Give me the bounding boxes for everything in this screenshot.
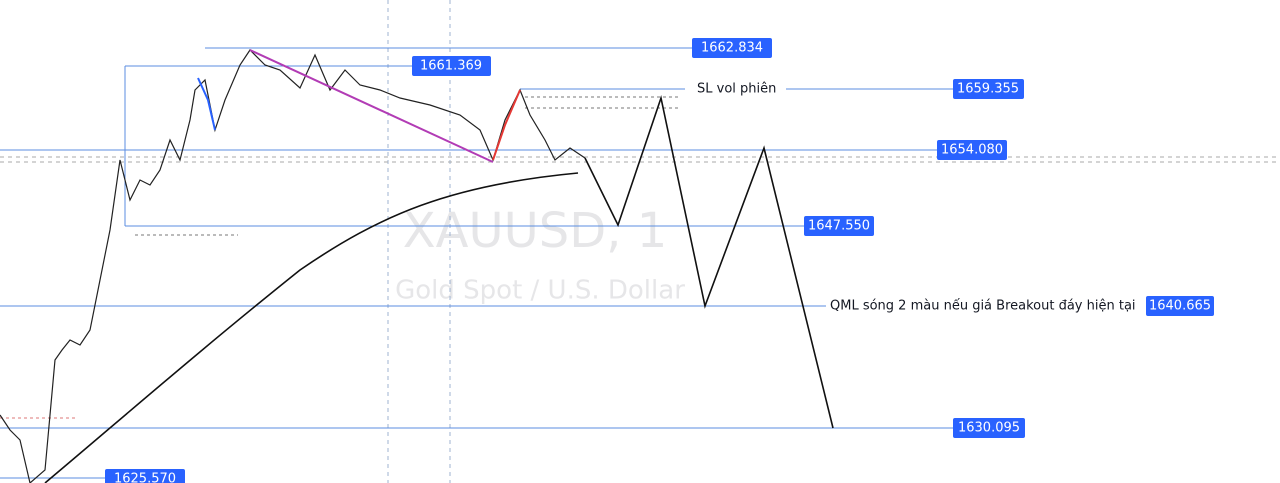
price-label-box xyxy=(1146,296,1214,316)
price-label: 1661.369 xyxy=(420,59,482,74)
price-label-box xyxy=(105,469,185,483)
trend-line xyxy=(249,49,494,163)
price-label-box xyxy=(953,418,1025,438)
watermark-symbol: XAUUSD, 1 xyxy=(403,203,667,259)
stop-loss-note: SL vol phiên xyxy=(697,82,776,97)
projection-path xyxy=(584,94,834,429)
price-label-box xyxy=(953,79,1024,99)
price-label: 1654.080 xyxy=(941,143,1003,158)
wave-line xyxy=(492,89,521,161)
price-label: 1662.834 xyxy=(701,41,763,56)
moving-average xyxy=(44,172,579,483)
horizontal-lines xyxy=(0,47,953,479)
price-labels: 1662.834 1661.369 1659.355 1654.080 1647… xyxy=(105,38,1214,483)
price-line xyxy=(0,49,586,483)
price-label-box xyxy=(692,38,772,58)
wave-line xyxy=(197,77,216,131)
price-label: 1625.570 xyxy=(114,472,176,483)
price-label: 1630.095 xyxy=(958,421,1020,436)
price-label: 1647.550 xyxy=(808,219,870,234)
price-label: 1659.355 xyxy=(957,82,1019,97)
price-label-box xyxy=(937,140,1007,160)
qml-note: QML sóng 2 màu nếu giá Breakout đáy hiện… xyxy=(830,299,1136,314)
price-label-box xyxy=(804,216,874,236)
price-label: 1640.665 xyxy=(1149,299,1211,314)
price-label-box xyxy=(412,56,491,76)
watermark-description: Gold Spot / U.S. Dollar xyxy=(395,276,685,306)
